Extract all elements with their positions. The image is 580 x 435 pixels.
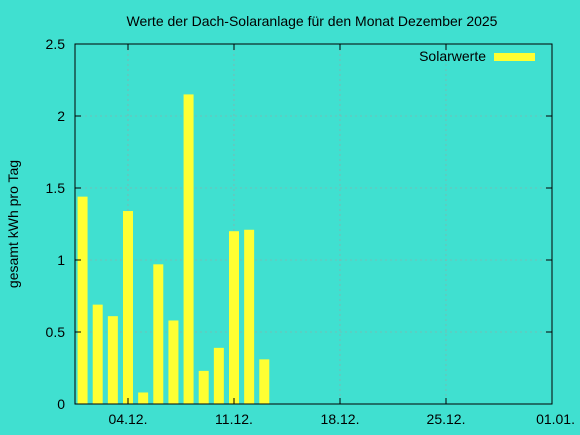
x-tick-label: 04.12.: [109, 411, 148, 427]
legend-swatch: [494, 53, 535, 61]
axis-ticks: 0 0.5 1 1.5 2 2.5 04.12. 11.12. 18.12. 25.12. 01.0…: [46, 36, 575, 427]
x-tick-label: 25.12.: [427, 411, 466, 427]
y-axis-label: gesamt kWh pro Tag: [5, 160, 21, 288]
bar: [107, 316, 118, 404]
y-tick-label: 0: [57, 396, 65, 412]
bars: [77, 94, 270, 405]
bar: [229, 231, 239, 404]
bar: [198, 370, 209, 404]
bar: [183, 94, 194, 405]
x-tick-label: 01.01.: [536, 411, 575, 427]
bar: [92, 304, 103, 404]
x-tick-label: 18.12.: [321, 411, 360, 427]
legend-label: Solarwerte: [419, 48, 486, 64]
bar: [259, 359, 270, 404]
plot-frame: [74, 43, 553, 405]
bar: [153, 264, 164, 404]
legend: Solarwerte: [419, 48, 535, 64]
bar: [168, 320, 179, 404]
y-tick-label: 2: [57, 108, 65, 124]
chart-title: Werte der Dach-Solaranlage für den Monat…: [127, 13, 498, 29]
y-tick-label: 1: [57, 252, 65, 268]
x-tick-label: 11.12.: [215, 411, 253, 427]
y-tick-label: 0.5: [46, 324, 66, 340]
y-tick-label: 2.5: [46, 36, 66, 52]
bar: [213, 347, 224, 404]
bar: [123, 211, 133, 404]
bar: [244, 229, 255, 404]
bar: [138, 392, 149, 404]
y-tick-label: 1.5: [46, 180, 66, 196]
bar: [77, 196, 88, 404]
